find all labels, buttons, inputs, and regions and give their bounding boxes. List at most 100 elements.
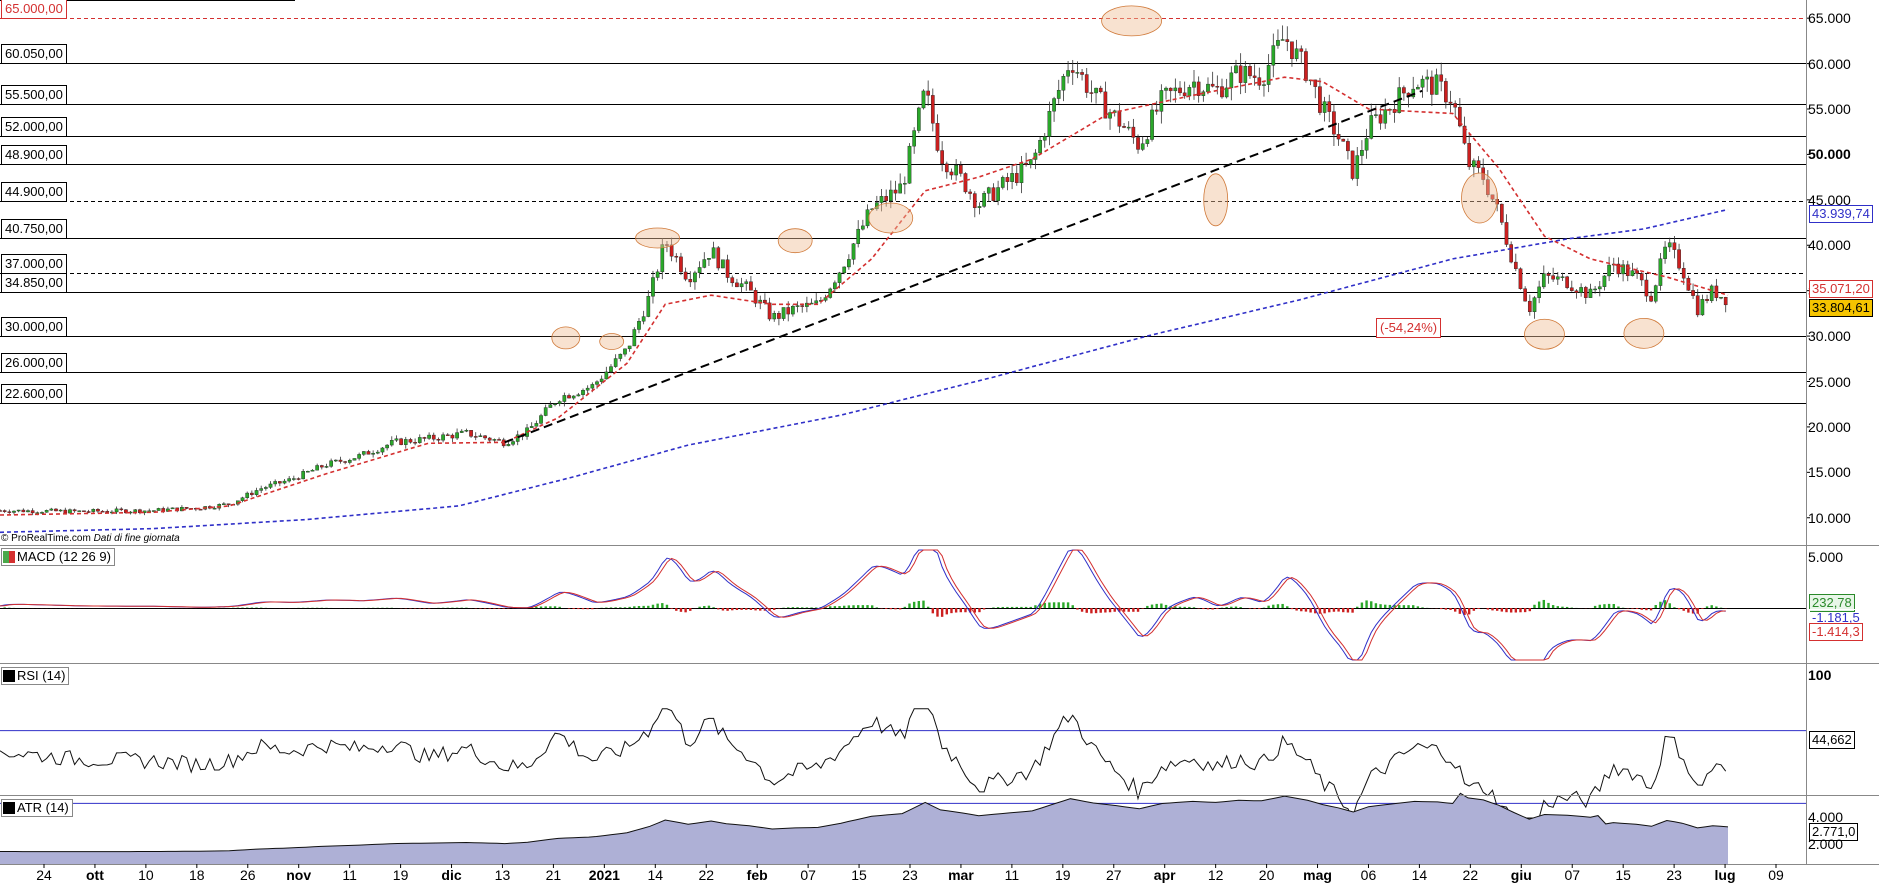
macd-histogram-bar — [749, 608, 753, 610]
macd-histogram-bar — [1551, 605, 1555, 608]
macd-histogram-bar — [1514, 608, 1518, 613]
candle-body — [861, 225, 865, 230]
candle-body — [954, 164, 958, 176]
macd-histogram-bar — [1388, 604, 1392, 608]
price-level-label[interactable]: 30.000,00 — [1, 316, 67, 337]
macd-histogram-bar — [1295, 608, 1298, 611]
macd-histogram-bar — [689, 608, 692, 611]
candle-body — [240, 497, 245, 501]
price-level-label[interactable]: 65.000,00 — [1, 0, 67, 19]
candle-body — [977, 206, 982, 208]
macd-histogram-bar — [1677, 608, 1681, 610]
candle-body — [1238, 65, 1243, 83]
candle-body — [935, 123, 940, 151]
y-axis-tick: 25.000 — [1808, 373, 1851, 390]
candle-body — [1084, 74, 1089, 93]
rsi-tick: 100 — [1808, 667, 1832, 683]
price-level-label[interactable]: 52.000,00 — [1, 116, 67, 137]
price-level-label[interactable]: 40.750,00 — [1, 218, 67, 239]
x-axis-tick: 13 — [494, 867, 511, 883]
macd-histogram-bar — [1687, 608, 1690, 613]
macd-histogram-bar — [1654, 605, 1657, 608]
candle-body — [1094, 87, 1098, 94]
price-level-label[interactable]: 48.900,00 — [1, 144, 67, 165]
candle-body — [1210, 83, 1215, 87]
macd-histogram-bar — [1486, 608, 1490, 610]
candle-body — [310, 469, 315, 472]
candle-body — [1080, 72, 1084, 75]
macd-histogram-bar — [1272, 604, 1275, 608]
macd-histogram-bar — [1239, 607, 1242, 608]
price-level-label[interactable]: 44.900,00 — [1, 181, 67, 202]
rsi-pane — [0, 708, 1806, 820]
candle-body — [1266, 65, 1271, 85]
candle-body — [889, 189, 893, 202]
price-level-label[interactable]: 22.600,00 — [1, 383, 67, 404]
macd-label[interactable]: MACD (12 26 9) — [1, 548, 115, 566]
x-axis-tick: 22 — [1462, 867, 1479, 883]
price-level-label[interactable]: 34.850,00 — [1, 272, 67, 293]
y-axis-tick: 60.000 — [1808, 55, 1851, 72]
macd-histogram-bar — [675, 608, 678, 611]
candle-body — [1341, 138, 1346, 142]
price-level-label[interactable]: 37.000,00 — [1, 253, 67, 274]
macd-histogram-bar — [884, 608, 888, 609]
chart-frame — [0, 0, 1879, 868]
x-axis-tick: 27 — [1105, 867, 1122, 883]
highlight-ellipse — [1203, 173, 1229, 227]
candle-body — [1005, 177, 1010, 182]
candle-body — [329, 460, 333, 467]
candle-body — [1700, 299, 1705, 316]
x-axis-tick: 11 — [342, 867, 357, 883]
macd-histogram-bar — [852, 605, 855, 608]
x-axis-tick: 2021 — [588, 867, 620, 883]
atr-label[interactable]: ATR (14) — [1, 799, 73, 817]
macd-histogram-bar — [1150, 604, 1154, 608]
macd-histogram-bar — [1160, 603, 1163, 608]
x-axis-tick: 09 — [1768, 867, 1784, 883]
candle-body — [739, 283, 744, 288]
candle-body — [268, 483, 273, 488]
price-level-label[interactable]: 26.000,00 — [1, 352, 67, 373]
macd-histogram-bar — [1230, 606, 1233, 608]
candle-body — [254, 490, 259, 495]
candle-body — [91, 508, 96, 512]
macd-histogram-bar — [815, 607, 818, 608]
rsi-label[interactable]: RSI (14) — [1, 667, 70, 685]
candle-body — [1252, 75, 1257, 78]
price-level-label[interactable]: 60.050,00 — [1, 43, 67, 64]
x-axis-tick: lug — [1714, 867, 1736, 883]
candle-body — [1098, 87, 1103, 93]
macd-histogram-bar — [1523, 608, 1527, 613]
candle-body — [399, 438, 403, 445]
x-axis-tick: 14 — [647, 867, 664, 883]
candle-body — [1546, 273, 1551, 276]
macd-histogram-bar — [1225, 607, 1228, 608]
macd-histogram-bar — [1010, 606, 1014, 608]
candle-body — [1658, 258, 1663, 286]
macd-histogram-bar — [1328, 608, 1331, 613]
macd-histogram-bar — [1080, 608, 1084, 612]
candle-body — [403, 439, 408, 445]
candle-body — [893, 189, 898, 194]
candle-body — [716, 247, 721, 269]
macd-histogram-bar — [1370, 601, 1373, 608]
candle-body — [1360, 150, 1364, 156]
candle-body — [86, 511, 91, 513]
macd-histogram-bar — [1453, 608, 1457, 612]
candle-body — [1061, 76, 1066, 91]
macd-histogram-bar — [1216, 608, 1219, 609]
macd-histogram-bar — [1617, 606, 1620, 608]
macd-histogram-bar — [1314, 608, 1317, 614]
macd-histogram-bar — [577, 608, 580, 610]
candle-body — [7, 511, 12, 513]
candle-body — [1616, 263, 1621, 275]
x-axis-tick: 12 — [1207, 867, 1224, 883]
candle-body — [273, 481, 278, 485]
candle-body — [697, 267, 702, 274]
macd-histogram-bar — [1365, 600, 1368, 608]
price-level-label[interactable]: 55.500,00 — [1, 84, 67, 105]
candle-body — [1299, 48, 1304, 52]
candle-body — [394, 438, 399, 441]
candle-body — [735, 282, 739, 288]
